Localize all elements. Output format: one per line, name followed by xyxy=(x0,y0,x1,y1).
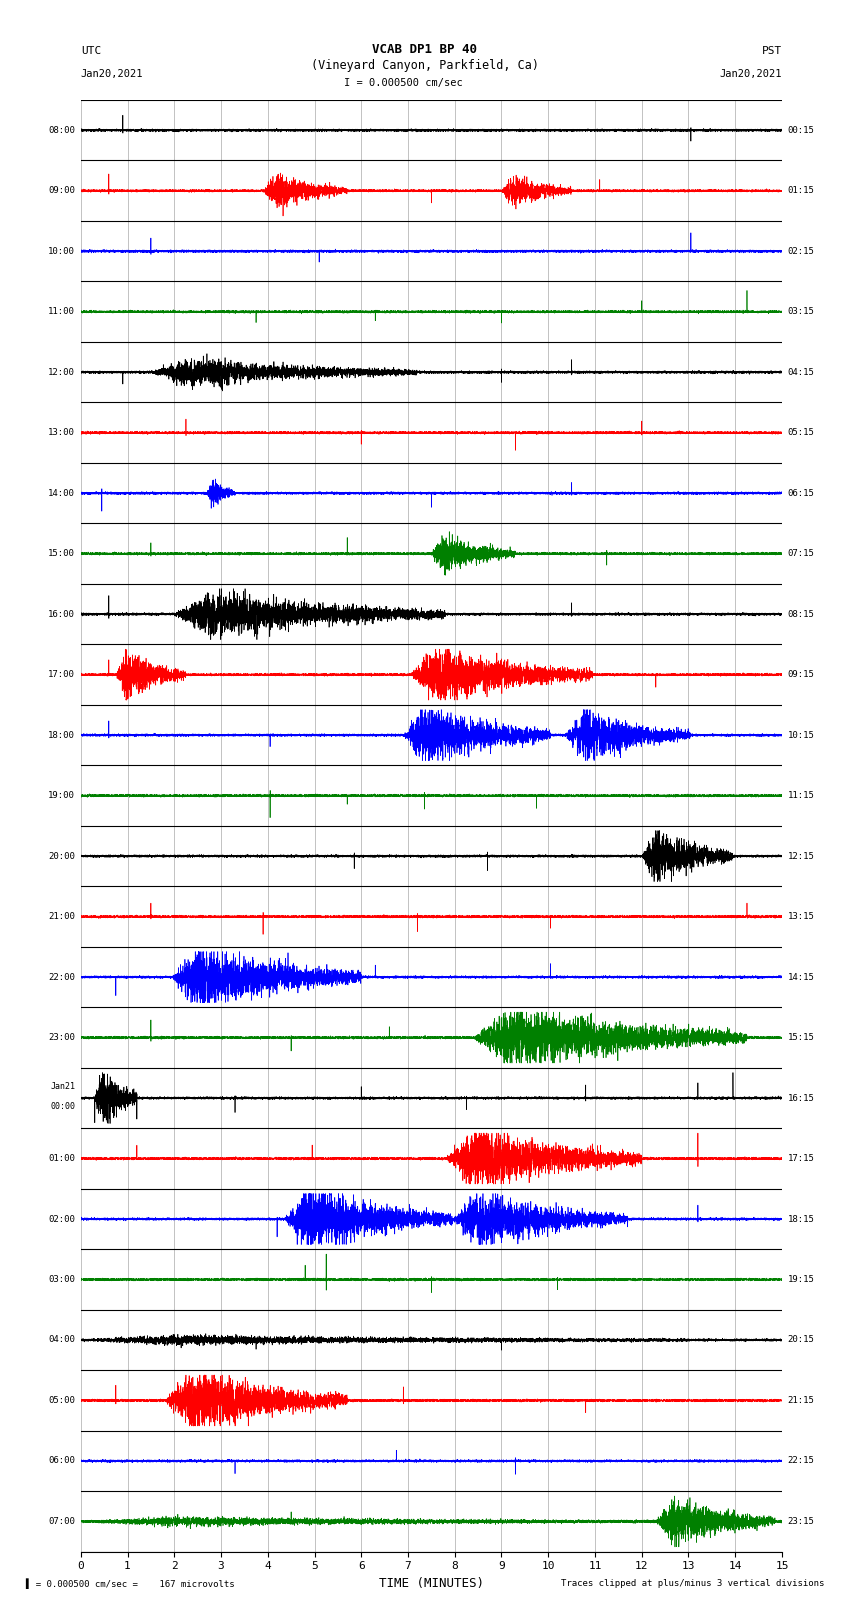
Text: 18:15: 18:15 xyxy=(788,1215,814,1224)
Text: 21:00: 21:00 xyxy=(48,911,75,921)
Text: 12:00: 12:00 xyxy=(48,368,75,377)
Text: 21:15: 21:15 xyxy=(788,1395,814,1405)
Text: 08:15: 08:15 xyxy=(788,610,814,619)
Text: 05:15: 05:15 xyxy=(788,427,814,437)
Text: UTC: UTC xyxy=(81,45,101,56)
Text: 13:15: 13:15 xyxy=(788,911,814,921)
Text: 19:15: 19:15 xyxy=(788,1274,814,1284)
Text: 15:00: 15:00 xyxy=(48,548,75,558)
Text: ▌ = 0.000500 cm/sec =    167 microvolts: ▌ = 0.000500 cm/sec = 167 microvolts xyxy=(26,1579,235,1589)
Text: 04:00: 04:00 xyxy=(48,1336,75,1345)
Text: 19:00: 19:00 xyxy=(48,790,75,800)
Text: 15:15: 15:15 xyxy=(788,1032,814,1042)
Text: VCAB DP1 BP 40: VCAB DP1 BP 40 xyxy=(372,42,478,56)
Text: 08:00: 08:00 xyxy=(48,126,75,135)
Text: 02:15: 02:15 xyxy=(788,247,814,256)
Text: 13:00: 13:00 xyxy=(48,427,75,437)
Text: 03:00: 03:00 xyxy=(48,1274,75,1284)
Text: 03:15: 03:15 xyxy=(788,306,814,316)
Text: 20:00: 20:00 xyxy=(48,852,75,861)
Text: 00:15: 00:15 xyxy=(788,126,814,135)
Text: 11:15: 11:15 xyxy=(788,790,814,800)
Text: 04:15: 04:15 xyxy=(788,368,814,377)
Text: Jan20,2021: Jan20,2021 xyxy=(719,69,782,79)
Text: 09:00: 09:00 xyxy=(48,185,75,195)
Text: 22:15: 22:15 xyxy=(788,1457,814,1466)
Text: 10:00: 10:00 xyxy=(48,247,75,256)
X-axis label: TIME (MINUTES): TIME (MINUTES) xyxy=(379,1578,484,1590)
Text: 06:15: 06:15 xyxy=(788,489,814,498)
Text: (Vineyard Canyon, Parkfield, Ca): (Vineyard Canyon, Parkfield, Ca) xyxy=(311,58,539,71)
Text: 23:00: 23:00 xyxy=(48,1032,75,1042)
Text: 20:15: 20:15 xyxy=(788,1336,814,1345)
Text: 07:00: 07:00 xyxy=(48,1516,75,1526)
Text: 17:15: 17:15 xyxy=(788,1153,814,1163)
Text: 01:15: 01:15 xyxy=(788,185,814,195)
Text: 11:00: 11:00 xyxy=(48,306,75,316)
Text: PST: PST xyxy=(762,45,782,56)
Text: 14:15: 14:15 xyxy=(788,973,814,982)
Text: Jan20,2021: Jan20,2021 xyxy=(81,69,144,79)
Text: 10:15: 10:15 xyxy=(788,731,814,740)
Text: 12:15: 12:15 xyxy=(788,852,814,861)
Text: 06:00: 06:00 xyxy=(48,1457,75,1466)
Text: 07:15: 07:15 xyxy=(788,548,814,558)
Text: Traces clipped at plus/minus 3 vertical divisions: Traces clipped at plus/minus 3 vertical … xyxy=(561,1579,824,1589)
Text: 05:00: 05:00 xyxy=(48,1395,75,1405)
Text: I = 0.000500 cm/sec: I = 0.000500 cm/sec xyxy=(344,77,463,87)
Text: 16:00: 16:00 xyxy=(48,610,75,619)
Text: 18:00: 18:00 xyxy=(48,731,75,740)
Text: 22:00: 22:00 xyxy=(48,973,75,982)
Text: 14:00: 14:00 xyxy=(48,489,75,498)
Text: 00:00: 00:00 xyxy=(50,1102,75,1111)
Text: Jan21: Jan21 xyxy=(50,1082,75,1090)
Text: 16:15: 16:15 xyxy=(788,1094,814,1103)
Text: 01:00: 01:00 xyxy=(48,1153,75,1163)
Text: 23:15: 23:15 xyxy=(788,1516,814,1526)
Text: 09:15: 09:15 xyxy=(788,669,814,679)
Text: 02:00: 02:00 xyxy=(48,1215,75,1224)
Text: 17:00: 17:00 xyxy=(48,669,75,679)
